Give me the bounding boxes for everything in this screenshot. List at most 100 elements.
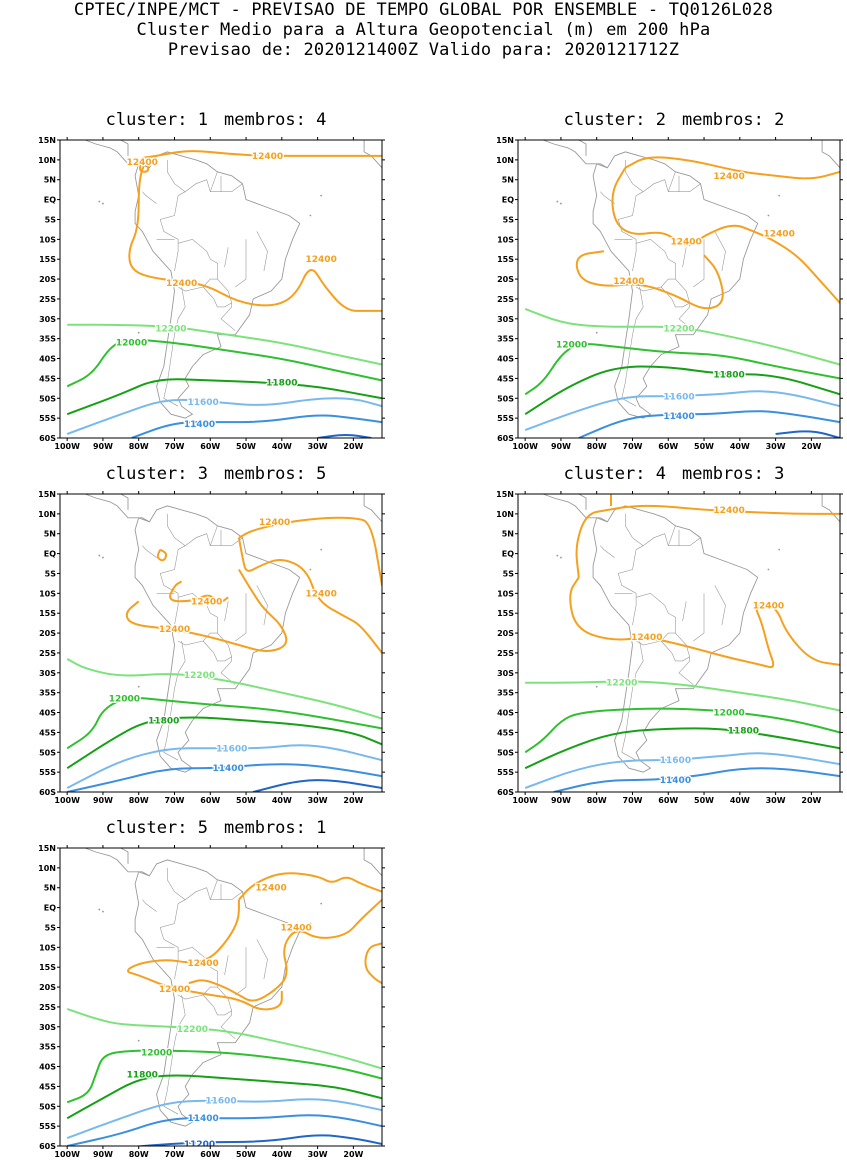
island-marker — [137, 331, 140, 334]
lon-label: 30W — [308, 1150, 328, 1159]
contour-label-11600: 11600 — [660, 756, 691, 766]
country-border — [224, 601, 229, 622]
contour-label-12400: 12400 — [753, 601, 784, 611]
lat-label: 25S — [39, 649, 56, 658]
panel-title: cluster: 5 membros: 1 — [30, 818, 402, 838]
island-marker — [320, 902, 323, 905]
contour-label-12000: 12000 — [141, 1049, 172, 1059]
lat-label: 50S — [39, 394, 56, 403]
country-border — [159, 887, 243, 980]
cluster-panel-5: cluster: 5 membros: 1 12400 12400 12400 1240… — [30, 818, 402, 1159]
country-border — [600, 191, 615, 204]
lat-label: 5S — [45, 569, 57, 578]
country-border — [625, 159, 644, 192]
south-america-coastline — [134, 151, 301, 419]
lat-label: 10S — [497, 235, 514, 244]
contour-label-12000: 12000 — [556, 341, 587, 351]
cluster-label: cluster: — [105, 110, 188, 130]
contour-12200 — [525, 680, 840, 712]
contour-11600 — [524, 390, 840, 432]
lon-label: 50W — [694, 442, 714, 451]
lat-label: 60S — [497, 788, 514, 797]
lat-label: 30S — [497, 669, 514, 678]
lat-label: 20S — [39, 629, 56, 638]
contour-label-11400: 11400 — [187, 1114, 218, 1124]
lat-label: 55S — [497, 414, 514, 423]
contour-label-11800: 11800 — [266, 378, 297, 388]
island-marker — [556, 554, 559, 557]
lon-label: 80W — [129, 796, 149, 805]
contour-label-12200: 12200 — [177, 1025, 208, 1035]
coastline-segment — [821, 494, 840, 523]
country-border — [714, 231, 726, 272]
lon-label: 30W — [766, 796, 786, 805]
lat-label: 50S — [39, 748, 56, 757]
contour-12400 — [237, 537, 382, 654]
contour-11800 — [66, 1074, 382, 1120]
members-count: 2 — [774, 110, 785, 130]
country-border — [167, 513, 186, 546]
lat-label: 15N — [496, 136, 514, 145]
island-marker — [767, 568, 770, 571]
contour-12000 — [524, 343, 840, 396]
lon-label: 70W — [623, 442, 643, 451]
contour-label-12400: 12400 — [252, 152, 283, 162]
lat-label: 10N — [38, 156, 56, 165]
lat-label: 40S — [39, 709, 56, 718]
lat-label: 35S — [497, 335, 514, 344]
lat-label: 10N — [496, 156, 514, 165]
contour-12400 — [569, 576, 840, 669]
lat-label: 25S — [497, 649, 514, 658]
coastline-segment — [578, 494, 587, 510]
island-marker — [560, 202, 562, 205]
contour-label-12200: 12200 — [155, 325, 186, 335]
lon-label: 40W — [272, 442, 292, 451]
lat-label: 15N — [38, 136, 56, 145]
map-frame — [59, 139, 383, 439]
contour-label-12400: 12400 — [764, 229, 795, 239]
country-border — [220, 302, 236, 331]
contour-11600 — [66, 1098, 382, 1140]
contour-12400 — [188, 898, 382, 1002]
cluster-label: cluster: — [105, 464, 188, 484]
lon-label: 50W — [694, 796, 714, 805]
cluster-panel-2: cluster: 2 membros: 2 12400 12400 12400 1240… — [488, 110, 847, 451]
island-marker — [595, 685, 598, 688]
lon-label: 100W — [512, 796, 538, 805]
lat-label: 5N — [502, 176, 514, 185]
contour-label-12400: 12400 — [713, 172, 744, 182]
contour-label-11800: 11800 — [148, 716, 179, 726]
contour-label-12000: 12000 — [109, 695, 140, 705]
lon-label: 90W — [93, 442, 113, 451]
lat-label: 5N — [44, 176, 56, 185]
country-border — [693, 239, 705, 288]
contour-12400 — [142, 150, 382, 159]
country-border — [621, 640, 644, 761]
country-border — [142, 899, 157, 912]
country-border — [159, 179, 243, 272]
contour-label-11400: 11400 — [663, 412, 694, 422]
coastline-segment — [67, 848, 150, 877]
island-marker — [137, 1039, 140, 1042]
island-marker — [98, 908, 101, 911]
contour-12400 — [128, 159, 382, 312]
contour-label-11600: 11600 — [216, 744, 247, 754]
contour-11400 — [66, 1114, 382, 1146]
country-border — [167, 159, 186, 192]
members-label: membros: — [682, 110, 764, 130]
lon-label: 80W — [129, 442, 149, 451]
lat-label: EQ — [502, 550, 514, 559]
coastline-segment — [363, 494, 382, 523]
lon-label: 50W — [236, 796, 256, 805]
contour-12400 — [156, 548, 168, 562]
cluster-label: cluster: — [563, 464, 646, 484]
island-marker — [309, 214, 312, 217]
country-border — [682, 601, 687, 622]
country-border — [202, 632, 233, 662]
lon-label: 30W — [766, 442, 786, 451]
lat-label: EQ — [502, 196, 514, 205]
island-marker — [102, 556, 104, 559]
country-border — [625, 513, 644, 546]
contour-label-12400: 12400 — [187, 959, 218, 969]
lat-label: 30S — [39, 315, 56, 324]
